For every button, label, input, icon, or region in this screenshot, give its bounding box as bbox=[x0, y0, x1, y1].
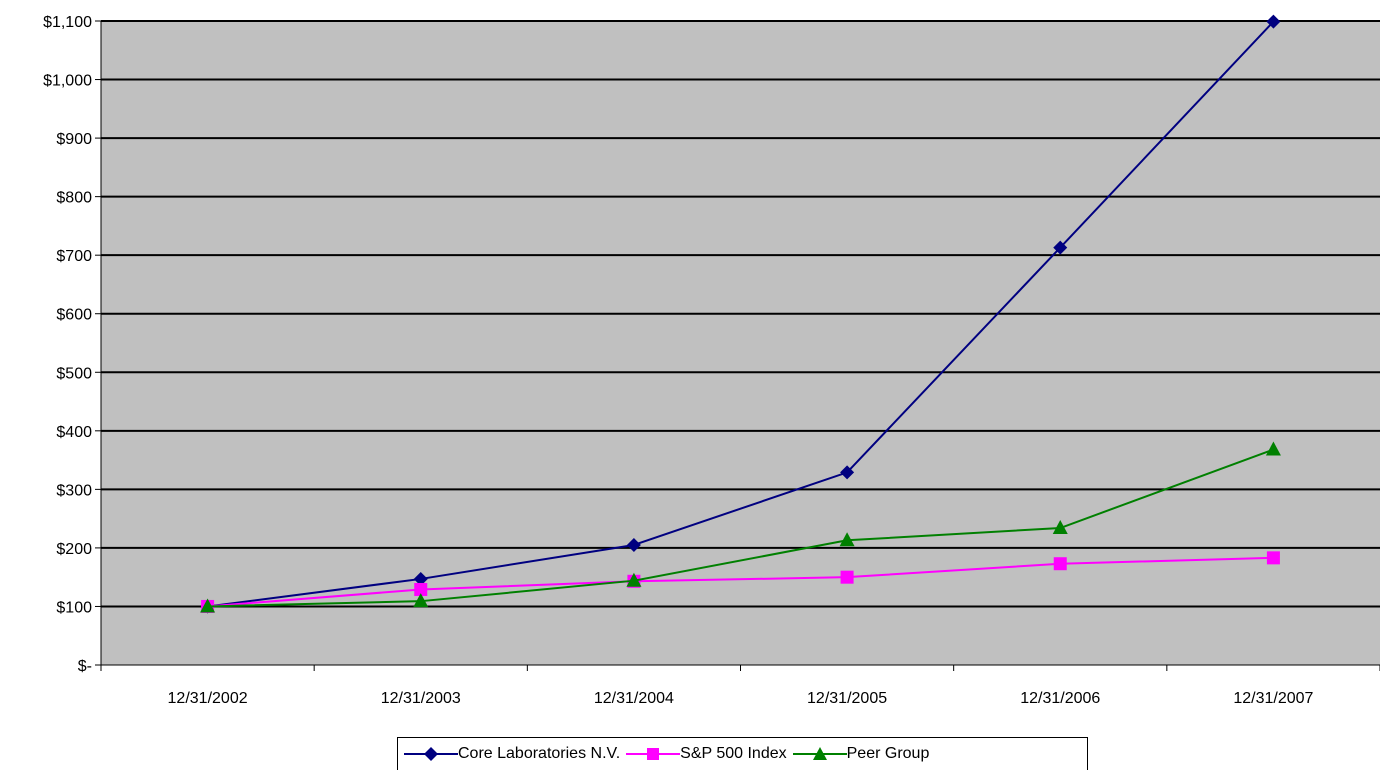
y-tick-label: $300 bbox=[56, 482, 92, 499]
gridlines bbox=[101, 20, 1380, 608]
x-axis-tick-labels: 12/31/2002 12/31/2003 12/31/2004 12/31/2005… bbox=[168, 690, 1314, 707]
x-tick-label: 12/31/2007 bbox=[1233, 690, 1313, 707]
diamond-marker-icon bbox=[404, 747, 458, 761]
data-point bbox=[840, 570, 854, 584]
data-point bbox=[413, 593, 429, 608]
x-tick-label: 12/31/2004 bbox=[594, 690, 674, 707]
series-line bbox=[207, 20, 1275, 608]
data-point bbox=[414, 582, 428, 596]
series-line bbox=[207, 448, 1274, 608]
y-tick-label: $400 bbox=[56, 424, 92, 441]
data-point bbox=[1053, 557, 1067, 571]
data-point bbox=[413, 571, 428, 586]
y-tick-label: $100 bbox=[56, 599, 92, 616]
x-tick-label: 12/31/2002 bbox=[168, 690, 248, 707]
data-point bbox=[1265, 441, 1281, 456]
data-point bbox=[1266, 14, 1281, 29]
data-point bbox=[626, 572, 642, 587]
legend-label: S&P 500 Index bbox=[680, 745, 787, 762]
line-chart: $- $100 $200 $300 $400 $500 $600 $700 $800 $900 $1… bbox=[43, 14, 1380, 707]
data-point bbox=[839, 532, 855, 547]
series-2 bbox=[200, 441, 1281, 613]
legend-item-sp-500-index: S&P 500 Index bbox=[626, 744, 787, 764]
y-tick-label: $900 bbox=[56, 131, 92, 148]
series-line bbox=[207, 556, 1274, 608]
plot-area bbox=[101, 21, 1380, 665]
y-tick-label: $600 bbox=[56, 307, 92, 324]
y-tick-label: $700 bbox=[56, 248, 92, 265]
x-tick-label: 12/31/2003 bbox=[381, 690, 461, 707]
data-point bbox=[200, 598, 216, 613]
y-tick-label: $- bbox=[78, 658, 92, 675]
x-tick-label: 12/31/2005 bbox=[807, 690, 887, 707]
x-tick-label: 12/31/2006 bbox=[1020, 690, 1100, 707]
legend-item-core-laboratories: Core Laboratories N.V. bbox=[404, 744, 620, 764]
legend-label: Core Laboratories N.V. bbox=[458, 745, 621, 762]
y-tick-label: $200 bbox=[56, 541, 92, 558]
y-tick-label: $1,000 bbox=[43, 73, 92, 90]
y-tick-label: $1,100 bbox=[43, 14, 92, 31]
data-point bbox=[1052, 520, 1068, 535]
data-point bbox=[840, 465, 855, 480]
data-point bbox=[1266, 551, 1280, 565]
data-point bbox=[626, 537, 641, 552]
series-lines bbox=[200, 14, 1281, 614]
legend: Core Laboratories N.V. S&P 500 Index Pee… bbox=[397, 737, 1088, 770]
legend-item-peer-group: Peer Group bbox=[792, 744, 930, 764]
y-tick-label: $800 bbox=[56, 190, 92, 207]
square-marker-icon bbox=[626, 748, 681, 760]
y-axis-tick-labels: $- $100 $200 $300 $400 $500 $600 $700 $800 $900 $1… bbox=[43, 14, 92, 675]
y-tick-label: $500 bbox=[56, 365, 92, 382]
legend-label: Peer Group bbox=[846, 745, 930, 762]
axes bbox=[95, 20, 1380, 671]
triangle-marker-icon bbox=[792, 747, 847, 760]
data-point bbox=[1053, 240, 1068, 255]
